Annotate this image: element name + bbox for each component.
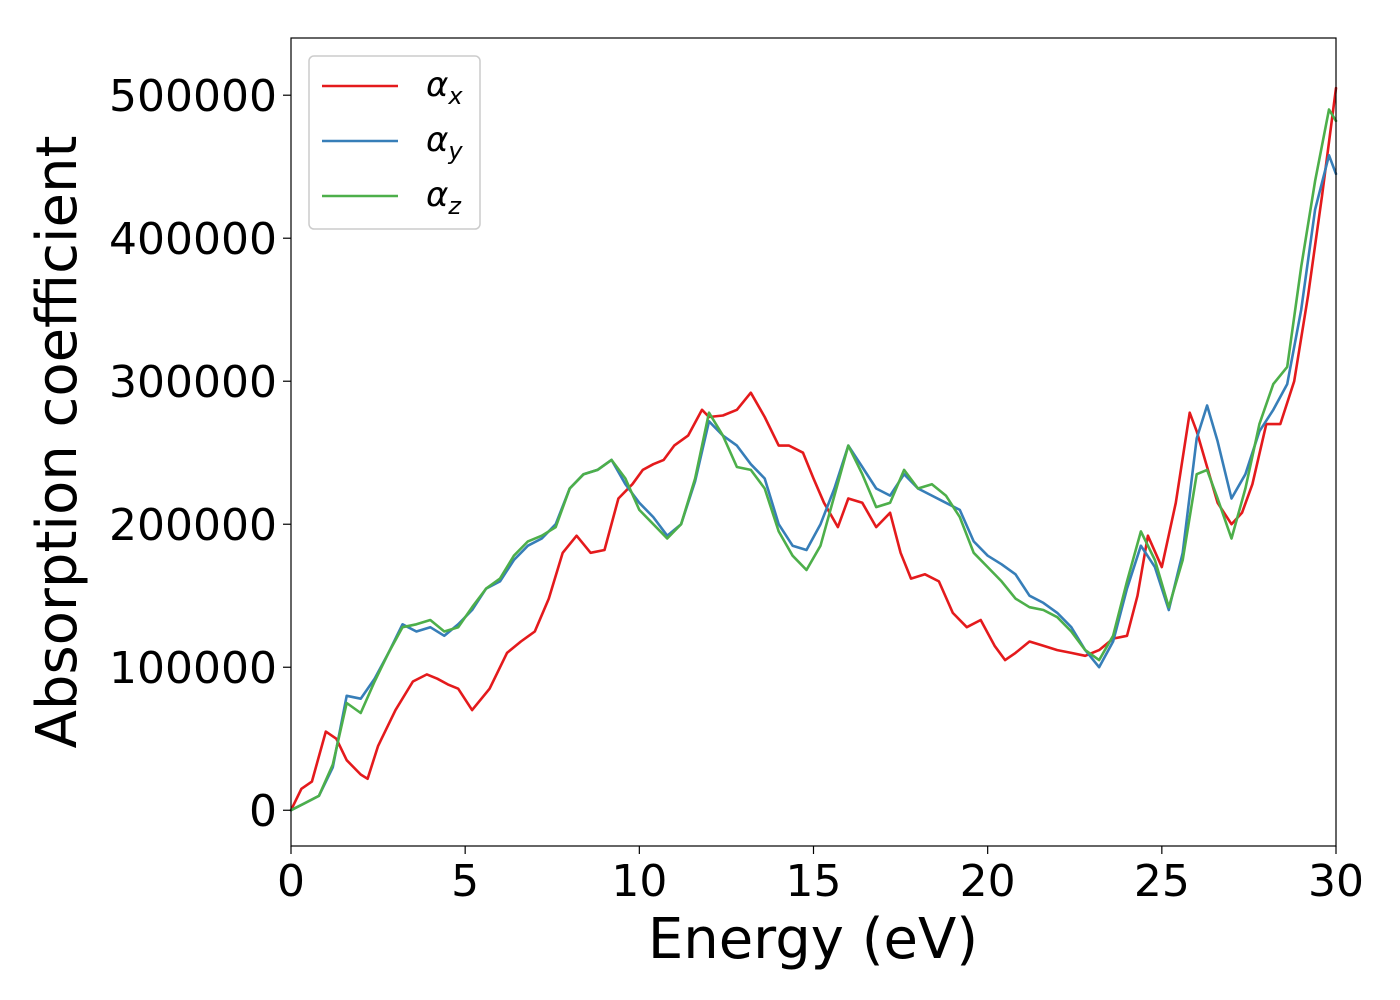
y-tick-label: 400000 (109, 214, 277, 265)
x-tick-label: 5 (451, 856, 479, 907)
legend-symbol: α (426, 65, 448, 105)
legend-symbol: α (426, 120, 448, 160)
series-line-alpha-z (289, 108, 1338, 812)
legend-box (308, 55, 481, 230)
x-tick-label: 0 (277, 856, 305, 907)
legend-subscript: z (447, 192, 462, 220)
x-tick-label: 15 (786, 856, 842, 907)
legend-symbol: α (426, 175, 448, 215)
x-axis: 0 5 10 15 20 25 30 (277, 846, 1364, 907)
x-tick-label: 30 (1308, 856, 1364, 907)
series-layer (289, 86, 1338, 812)
y-tick-label: 300000 (109, 357, 277, 408)
x-tick-label: 25 (1134, 856, 1190, 907)
y-axis-title: Absorption coefficient (25, 136, 90, 749)
series-line-alpha-x (289, 86, 1338, 812)
y-tick-label: 100000 (109, 643, 277, 694)
legend-label-alpha-y: αy (426, 120, 463, 165)
x-axis-title: Energy (eV) (648, 907, 978, 972)
y-tick-label: 200000 (109, 500, 277, 551)
x-tick-label: 20 (960, 856, 1016, 907)
y-tick-label: 0 (249, 786, 277, 837)
legend-subscript: x (447, 82, 463, 110)
y-tick-label: 500000 (109, 71, 277, 122)
legend-label-alpha-x: αx (426, 65, 463, 110)
x-tick-label: 10 (611, 856, 667, 907)
y-axis: 0 100000 200000 300000 400000 500000 (109, 71, 291, 837)
legend-subscript: y (447, 137, 463, 165)
legend-label-alpha-z: αz (426, 175, 462, 220)
